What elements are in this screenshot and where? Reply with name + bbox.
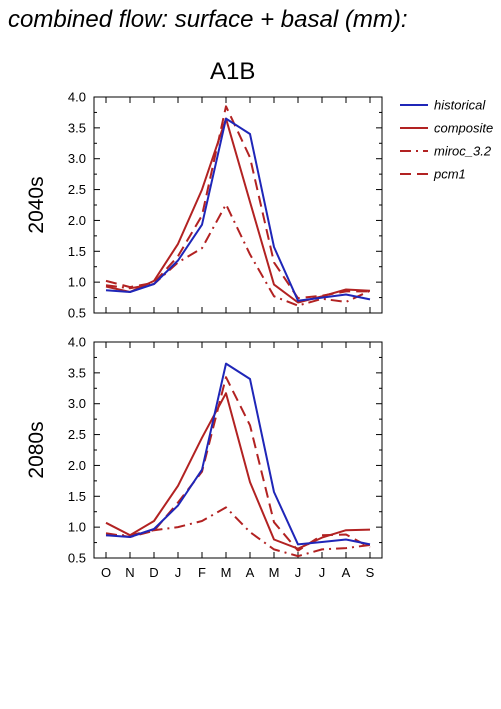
panel-label: 2040s: [25, 176, 48, 233]
panel-label: 2080s: [25, 421, 48, 478]
y-tick-label: 3.5: [68, 365, 86, 380]
legend-label: historical: [434, 98, 486, 113]
x-tick-label: D: [149, 565, 158, 580]
y-tick-label: 4.0: [68, 335, 86, 350]
series-line-historical: [105, 362, 371, 546]
x-tick-label: J: [319, 565, 326, 580]
x-tick-label: M: [221, 565, 232, 580]
series-line-miroc-3-2: [106, 506, 371, 558]
y-tick-label: 2.5: [68, 182, 86, 197]
chart-panel-2080s: 0.51.01.52.02.53.03.54.0O N D J F M A M J J A S2080…: [25, 335, 383, 580]
y-tick-label: 1.5: [68, 489, 86, 504]
series-line-composite: [105, 117, 371, 304]
y-tick-label: 0.5: [68, 306, 86, 321]
series-line-pcm1: [105, 376, 371, 552]
scenario-title: A1B: [210, 58, 256, 85]
series-line-miroc-3-2: [105, 203, 371, 307]
x-tick-label: A: [246, 565, 255, 580]
plot-frame: [93, 96, 383, 314]
legend-label: pcm1: [433, 167, 466, 182]
series-line-historical: [105, 117, 371, 302]
legend-item: miroc_3.2: [400, 144, 492, 159]
x-tick-label: J: [295, 565, 302, 580]
x-tick-label: F: [198, 565, 206, 580]
y-tick-label: 1.0: [68, 275, 86, 290]
y-tick-label: 2.0: [68, 458, 86, 473]
y-tick-label: 1.5: [68, 244, 86, 259]
x-tick-label: O: [101, 565, 111, 580]
y-tick-label: 3.0: [68, 151, 86, 166]
x-tick-label: M: [269, 565, 280, 580]
series-line-composite: [105, 392, 371, 550]
x-tick-label: S: [366, 565, 375, 580]
legend-item: pcm1: [400, 167, 466, 182]
legend-item: historical: [400, 98, 486, 113]
y-tick-label: 3.5: [68, 120, 86, 135]
y-tick-label: 4.0: [68, 90, 86, 105]
x-tick-label: N: [125, 565, 134, 580]
chart-legend: historical composite miroc_3.2 pcm1: [400, 98, 493, 182]
legend-label: composite: [434, 121, 493, 136]
chart-panel-2040s: 0.5 1.0 1.5 2.0 2.5 3.0 3.5 4.0 2040s: [25, 90, 383, 321]
legend-item: composite: [400, 121, 493, 136]
chart-panels: 0.5 1.0 1.5 2.0 2.5 3.0 3.5 4.0 2040s 0.5 1.0 1.5 2.…: [25, 90, 383, 580]
legend-label: miroc_3.2: [434, 144, 492, 159]
figure-title: combined flow: surface + basal (mm):: [8, 6, 408, 33]
x-tick-label: A: [342, 565, 351, 580]
y-tick-label: 1.0: [68, 520, 86, 535]
series-line-pcm1: [105, 105, 370, 300]
x-tick-label: J: [175, 565, 182, 580]
y-tick-label: 2.0: [68, 213, 86, 228]
y-tick-label: 3.0: [68, 396, 86, 411]
plot-frame: [93, 341, 383, 559]
y-tick-label: 2.5: [68, 427, 86, 442]
y-tick-label: 0.5: [68, 551, 86, 566]
